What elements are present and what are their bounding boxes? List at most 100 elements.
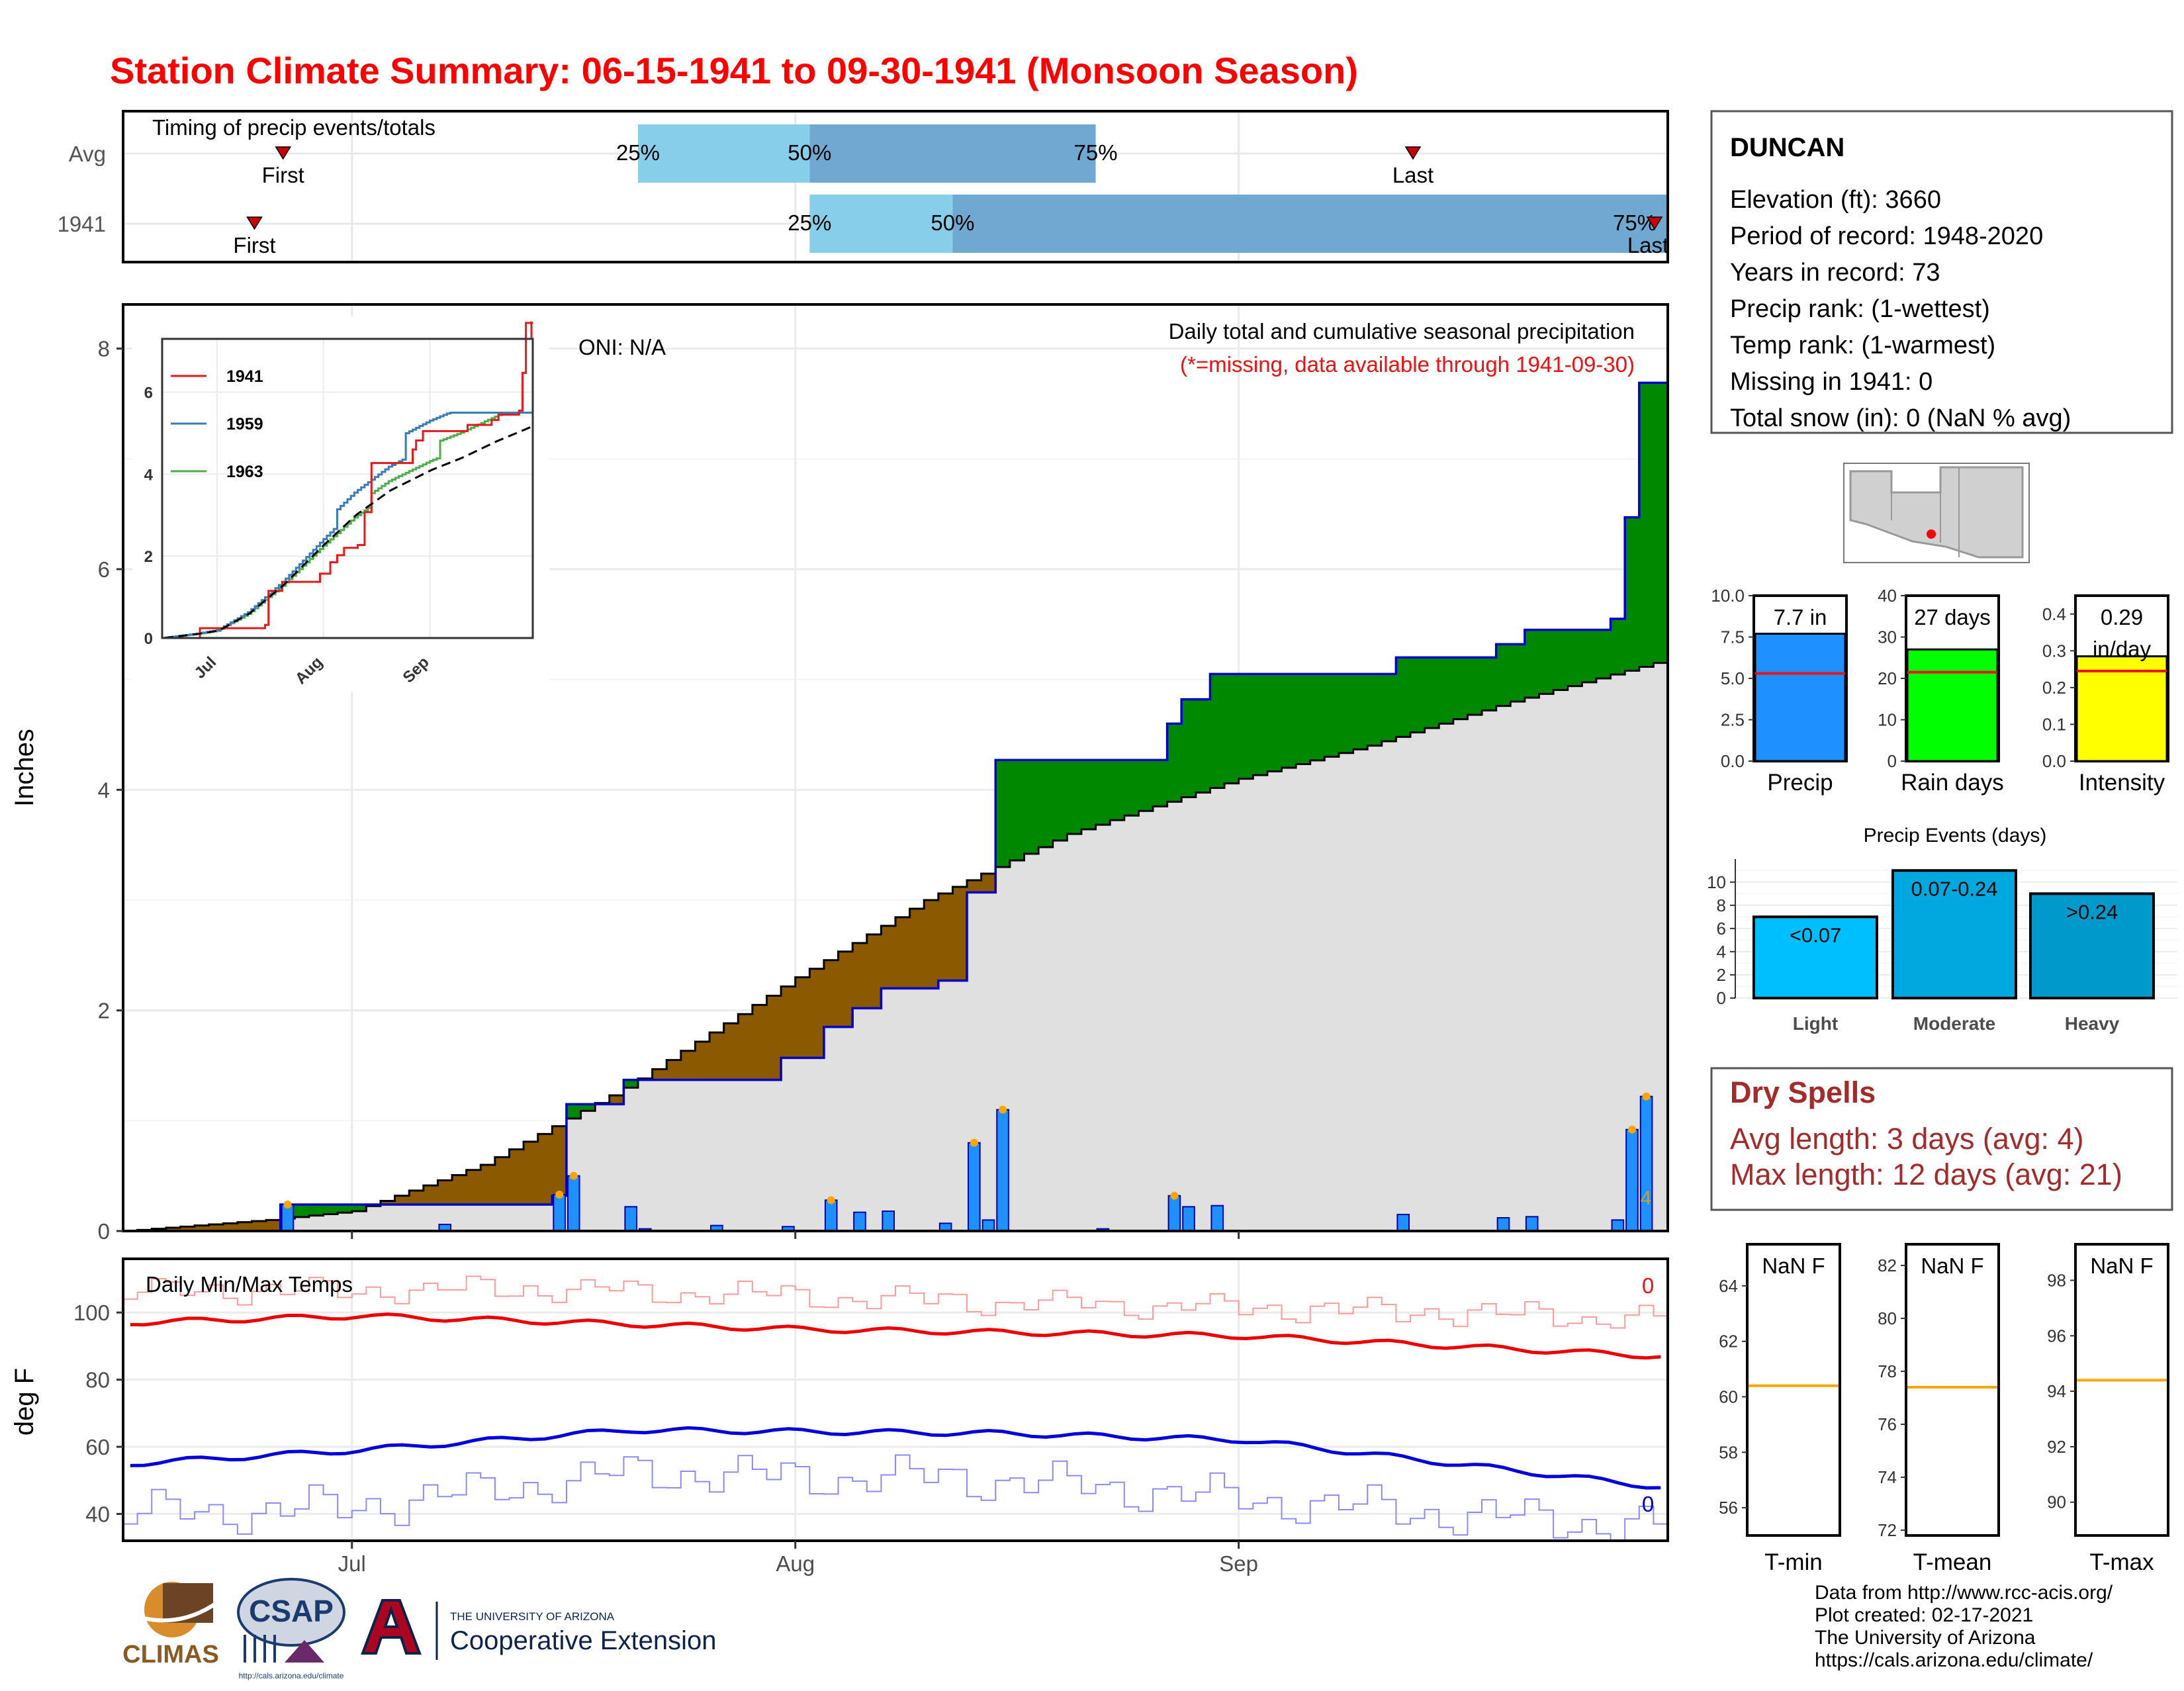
climas-logo-text: CLIMAS [122,1641,219,1668]
deficit-area [381,1201,396,1205]
surplus-area [1582,629,1597,682]
temp-panel-bg [123,1259,1668,1541]
deficit-area [795,977,810,1058]
ua-small-text: THE UNIVERSITY OF ARIZONA [450,1610,615,1623]
station-info-line: Elevation (ft): 3660 [1730,186,1941,214]
mini-bar-value-label: 7.7 in [1774,605,1827,629]
deficit-area [165,1228,181,1231]
csap-cloud-icon [237,1578,345,1647]
precip-panel: 0 2 4 6 8 Inches ONI: N/A Daily total and cu… [10,303,1669,1244]
daily-precip-bar [824,1199,838,1232]
surplus-area [1009,760,1025,860]
surplus-area [351,1205,367,1211]
mini-bar-name: Precip [1767,770,1833,796]
station-location-dot [1927,529,1936,539]
daily-precip-bar [853,1211,866,1232]
surplus-area [1324,674,1340,757]
oni-label: ONI: N/A [578,335,666,359]
temp-y-tick-label: 100 [73,1301,110,1325]
deficit-area [852,942,868,1009]
daily-precip-bar [567,1175,580,1232]
deficit-area [523,1142,539,1205]
deficit-area [494,1157,510,1205]
surplus-area [1410,657,1426,733]
temperature-panel: 40 60 80 100 Jul Aug Sep deg F Daily Min/Max … [10,1257,1669,1576]
deficit-area [738,1014,753,1080]
deficit-area [967,880,982,893]
deficit-area [909,908,925,989]
mini-bar-y-tick-label: 0.3 [2042,641,2066,661]
deficit-area [423,1185,439,1205]
mini-bar-y-tick-label: 0.4 [2042,604,2066,624]
deficit-area [537,1134,553,1205]
temp-box-name: T-min [1764,1549,1823,1575]
missing-count: 4 [1641,1187,1652,1209]
precip-y-tick-label: 8 [98,337,110,361]
summary-bar-charts: 0.0 2.5 5.0 7.5 10.0 7.7 in Precip 0 10 20 30 40 27 … [1711,586,2169,796]
inset-y-tick-label: 6 [144,384,153,402]
heavy-event-marker [1642,1092,1651,1101]
surplus-area [1553,629,1569,690]
footer-line-1: Data from http://www.rcc-acis.org/ [1815,1582,2113,1604]
max-missing-count: 0 [1642,1273,1654,1298]
daily-precip-bar [968,1142,981,1232]
state-borders [1891,467,1960,557]
surplus-area [1238,674,1253,779]
station-info-box: DUNCAN Elevation (ft): 3660 Period of rec… [1710,110,2173,434]
heavy-event-marker [569,1171,578,1180]
deficit-area [552,1126,567,1196]
daily-precip-bar [1182,1206,1195,1232]
deficit-area [709,1032,725,1080]
temp-box-y-tick-label: 64 [1719,1276,1738,1296]
last-event-label: Last [1392,163,1433,187]
obs-cumulative-line [123,381,1668,1232]
timing-title: Timing of precip events/totals [152,115,435,140]
mini-bar-value [2075,655,2168,762]
avg-cumulative-line [123,662,1668,1232]
temp-panel-title: Daily Min/Max Temps [146,1272,353,1297]
deficit-area [208,1224,224,1231]
heavy-event-marker [999,1105,1007,1114]
deficit-area [924,900,939,989]
temp-y-axis-label: deg F [10,1368,39,1436]
heavy-event-marker [555,1191,564,1199]
deficit-area [781,986,796,1058]
surplus-area [1081,760,1097,830]
mini-bar-y-tick-label: 10 [1878,710,1897,730]
deficit-area [866,934,882,1009]
event-bar [1891,869,2017,999]
surplus-area [580,1104,596,1111]
dry-spells-frame [1710,1067,2173,1211]
precip-y-tick-label: 2 [98,999,110,1023]
mini-bar-value-label: 27 days [1914,605,1991,629]
event-bar-range-label: >0.24 [2066,900,2118,923]
ua-a-icon [361,1599,422,1655]
surplus-area [1496,644,1511,706]
deficit-area [180,1226,195,1231]
timing-pct25-label: 25% [616,140,660,165]
heavy-event-marker [827,1196,835,1205]
event-bar [1752,915,1878,999]
csap-logo-text: CSAP [249,1594,334,1628]
surplus-area [1296,674,1311,764]
surplus-area [1567,629,1582,686]
mini-bar-y-tick-label: 7.5 [1721,627,1745,647]
surplus-area [1539,629,1554,694]
deficit-area [823,960,839,1027]
dry-spells-title: Dry Spells [1730,1075,1876,1109]
surplus-area [1138,760,1154,811]
deficit-area [881,925,896,989]
temp-box-y-tick-label: 62 [1719,1332,1738,1351]
temp-box-y-tick-label: 74 [1878,1467,1897,1487]
surplus-area [995,760,1011,867]
mini-bar-chart-2: 0.0 0.1 0.2 0.3 0.4 0.29 in/day Intensity [2042,594,2169,796]
deficit-area [251,1221,267,1231]
mini-bar-y-tick-label: 0.2 [2042,678,2066,698]
precip-caption: Daily total and cumulative seasonal prec… [1169,319,1635,343]
deficit-area [895,917,911,989]
timing-row-label-year: 1941 [58,212,106,236]
temp-box-2: 90 92 94 96 98 NaN F T-max [2047,1243,2169,1575]
inset-y-tick-label: 2 [144,548,153,566]
